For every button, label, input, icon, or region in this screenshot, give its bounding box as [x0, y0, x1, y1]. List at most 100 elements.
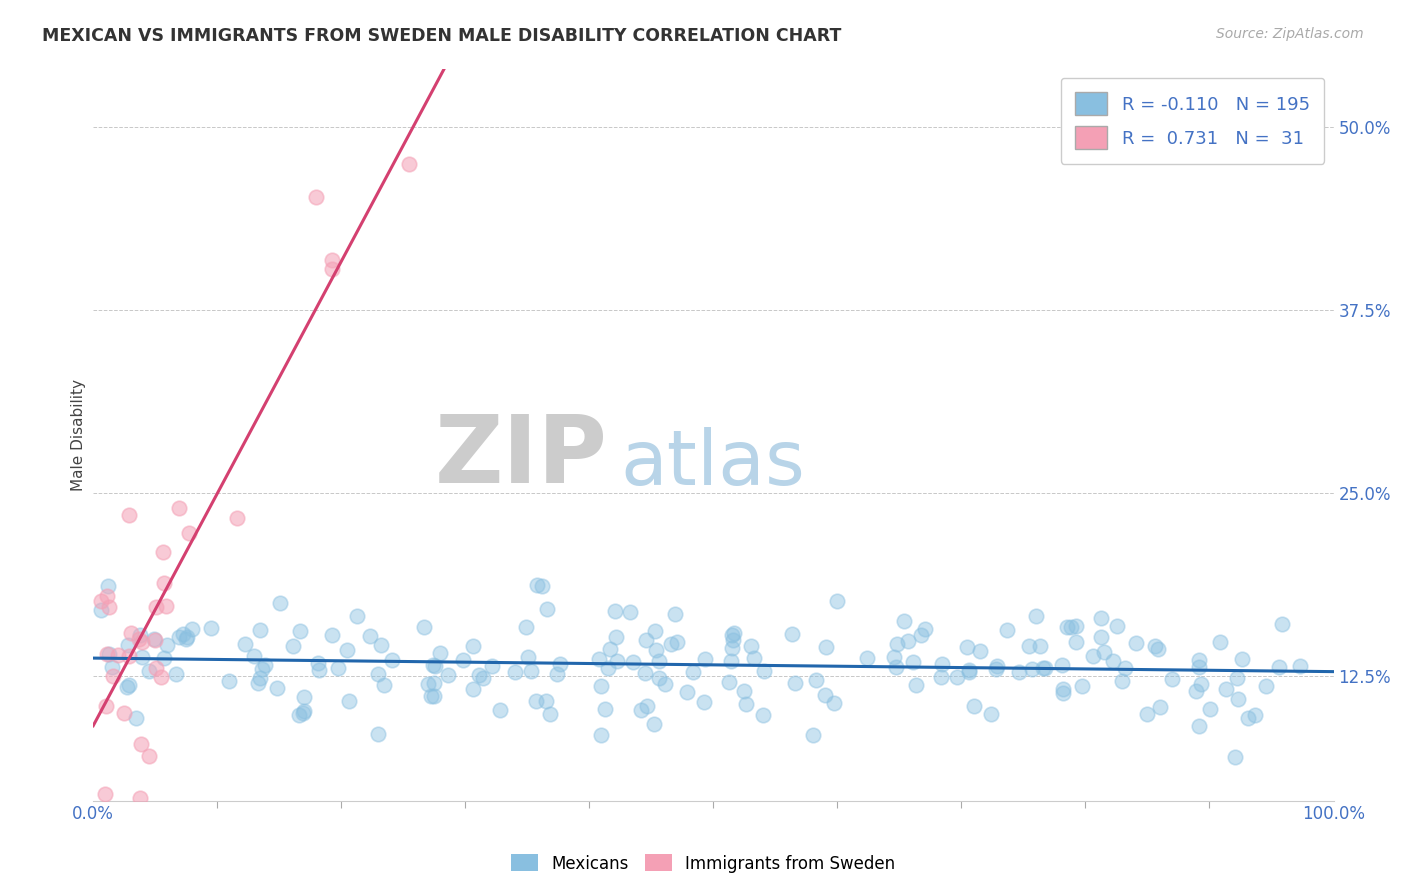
Point	[606, 654, 628, 668]
Point	[1052, 686, 1074, 700]
Point	[481, 659, 503, 673]
Point	[1025, 608, 1047, 623]
Point	[1018, 639, 1040, 653]
Point	[380, 653, 402, 667]
Point	[995, 624, 1018, 638]
Point	[131, 649, 153, 664]
Point	[174, 632, 197, 647]
Point	[304, 190, 326, 204]
Point	[233, 636, 256, 650]
Point	[593, 702, 616, 716]
Point	[118, 508, 141, 523]
Point	[956, 640, 979, 655]
Point	[420, 690, 443, 704]
Point	[176, 630, 198, 644]
Point	[740, 639, 762, 653]
Point	[524, 694, 547, 708]
Point	[96, 647, 118, 661]
Point	[117, 680, 139, 694]
Point	[588, 651, 610, 665]
Point	[503, 665, 526, 679]
Point	[1033, 661, 1056, 675]
Point	[1143, 639, 1166, 653]
Point	[1060, 619, 1083, 633]
Point	[461, 639, 484, 653]
Point	[645, 642, 668, 657]
Point	[751, 708, 773, 723]
Point	[1188, 719, 1211, 733]
Point	[129, 628, 152, 642]
Point	[218, 674, 240, 689]
Point	[155, 599, 177, 614]
Point	[546, 666, 568, 681]
Point	[1029, 639, 1052, 653]
Point	[801, 728, 824, 742]
Point	[648, 654, 671, 668]
Point	[720, 654, 742, 668]
Point	[1209, 635, 1232, 649]
Point	[1008, 665, 1031, 679]
Point	[721, 641, 744, 656]
Point	[1161, 672, 1184, 686]
Point	[292, 690, 315, 705]
Point	[695, 651, 717, 665]
Point	[177, 526, 200, 541]
Point	[1147, 641, 1170, 656]
Point	[97, 578, 120, 592]
Point	[94, 698, 117, 713]
Point	[1071, 680, 1094, 694]
Point	[1215, 682, 1237, 697]
Point	[359, 628, 381, 642]
Point	[630, 703, 652, 717]
Point	[720, 628, 742, 642]
Point	[172, 626, 194, 640]
Point	[321, 253, 343, 268]
Point	[167, 631, 190, 645]
Point	[735, 697, 758, 711]
Point	[145, 599, 167, 614]
Point	[1237, 711, 1260, 725]
Point	[591, 727, 613, 741]
Point	[398, 157, 420, 171]
Point	[654, 677, 676, 691]
Point	[1101, 654, 1123, 668]
Point	[346, 609, 368, 624]
Point	[1226, 671, 1249, 685]
Point	[117, 638, 139, 652]
Point	[1052, 682, 1074, 697]
Point	[98, 599, 121, 614]
Point	[489, 703, 512, 717]
Text: ZIP: ZIP	[434, 410, 607, 502]
Point	[118, 649, 141, 664]
Point	[101, 660, 124, 674]
Point	[152, 576, 174, 591]
Point	[287, 707, 309, 722]
Point	[534, 693, 557, 707]
Point	[621, 655, 644, 669]
Point	[250, 662, 273, 676]
Point	[742, 651, 765, 665]
Point	[423, 689, 446, 703]
Point	[370, 638, 392, 652]
Point	[957, 663, 980, 677]
Point	[1090, 630, 1112, 644]
Point	[165, 667, 187, 681]
Point	[599, 642, 621, 657]
Point	[1199, 702, 1222, 716]
Point	[1189, 677, 1212, 691]
Point	[634, 665, 657, 680]
Point	[1066, 635, 1088, 649]
Point	[131, 635, 153, 649]
Point	[648, 672, 671, 686]
Point	[1114, 660, 1136, 674]
Point	[530, 579, 553, 593]
Point	[437, 668, 460, 682]
Legend: Mexicans, Immigrants from Sweden: Mexicans, Immigrants from Sweden	[505, 847, 901, 880]
Point	[129, 737, 152, 751]
Point	[754, 665, 776, 679]
Point	[152, 651, 174, 665]
Point	[149, 670, 172, 684]
Point	[1021, 662, 1043, 676]
Text: MEXICAN VS IMMIGRANTS FROM SWEDEN MALE DISABILITY CORRELATION CHART: MEXICAN VS IMMIGRANTS FROM SWEDEN MALE D…	[42, 27, 842, 45]
Point	[733, 683, 755, 698]
